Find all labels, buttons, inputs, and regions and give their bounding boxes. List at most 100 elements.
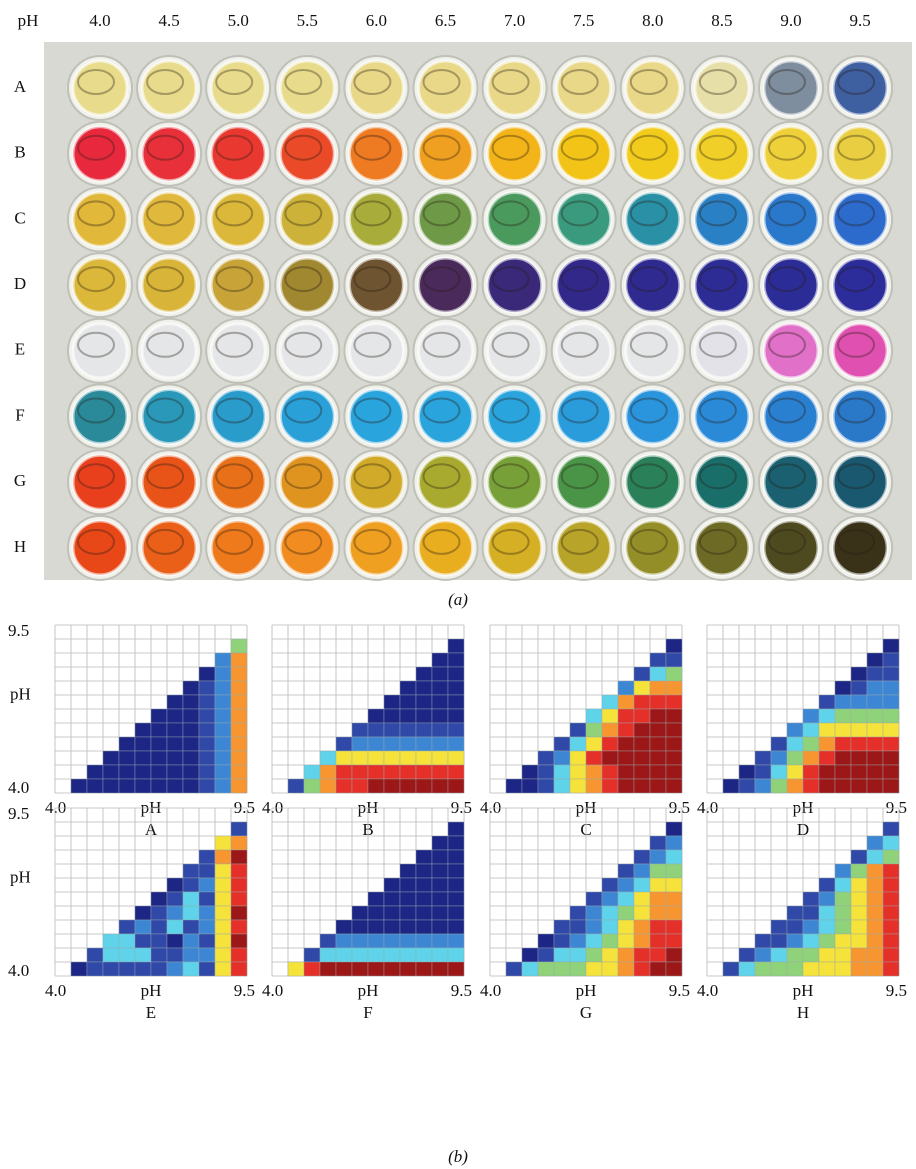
well xyxy=(209,125,267,183)
heat-cell xyxy=(447,961,465,977)
well xyxy=(140,256,198,314)
x-axis-title: pH xyxy=(576,798,597,817)
heat-cell xyxy=(818,933,836,949)
heat-cell xyxy=(866,863,884,879)
heat-cell xyxy=(230,708,248,724)
heat-cell xyxy=(521,778,539,794)
well xyxy=(762,519,820,577)
heat-cell xyxy=(866,694,884,710)
heat-cell xyxy=(738,764,756,780)
heat-cell xyxy=(850,933,868,949)
heat-cell xyxy=(166,877,184,893)
heat-cell xyxy=(770,933,788,949)
well xyxy=(693,125,751,183)
heat-cell xyxy=(866,778,884,794)
heat-cell xyxy=(351,919,369,935)
heat-cell xyxy=(383,694,401,710)
heat-cell xyxy=(601,778,619,794)
heat-cell xyxy=(214,919,232,935)
well-shadow xyxy=(284,397,323,424)
heat-cell xyxy=(367,722,385,738)
heat-cell xyxy=(230,821,248,837)
heat-cell xyxy=(431,863,449,879)
heat-cell xyxy=(754,933,772,949)
heat-cell xyxy=(198,694,216,710)
heat-cell xyxy=(754,778,772,794)
heat-cell xyxy=(102,750,120,766)
well-shadow xyxy=(146,69,185,95)
heat-cell xyxy=(415,933,433,949)
heat-cell xyxy=(166,891,184,907)
well-shadow xyxy=(77,69,115,95)
heat-cell xyxy=(866,835,884,851)
well xyxy=(71,125,129,183)
well xyxy=(278,322,336,380)
heat-cell xyxy=(303,764,321,780)
ph-column-label: 6.5 xyxy=(435,11,456,30)
heat-cell xyxy=(505,778,523,794)
heat-cell xyxy=(447,708,465,724)
ph-column-label: 4.0 xyxy=(89,11,110,30)
heat-cell xyxy=(866,708,884,724)
heat-cell xyxy=(537,947,555,963)
well xyxy=(140,453,198,511)
well-shadow xyxy=(422,397,461,424)
well xyxy=(831,453,889,511)
heat-cell xyxy=(367,961,385,977)
heat-cell xyxy=(367,708,385,724)
heat-cell xyxy=(447,722,465,738)
heat-cell xyxy=(850,905,868,921)
x-axis-low: 4.0 xyxy=(697,798,718,817)
well-shadow xyxy=(698,397,737,424)
heat-cell xyxy=(633,778,651,794)
heat-cell xyxy=(415,961,433,977)
heat-cell xyxy=(399,863,417,879)
heat-cell xyxy=(649,736,667,752)
heat-cell xyxy=(633,905,651,921)
heat-cell xyxy=(431,750,449,766)
heat-cell xyxy=(198,764,216,780)
well xyxy=(555,190,613,248)
heat-cell xyxy=(617,750,635,766)
heat-cell xyxy=(367,947,385,963)
heat-cell xyxy=(447,905,465,921)
x-axis-low: 4.0 xyxy=(262,798,283,817)
well xyxy=(347,322,405,380)
heat-cell xyxy=(335,750,353,766)
heat-cell xyxy=(166,919,184,935)
heat-cell xyxy=(166,750,184,766)
heat-cell xyxy=(415,863,433,879)
heat-cell xyxy=(230,680,248,696)
heat-cell xyxy=(214,863,232,879)
well-shadow xyxy=(837,134,876,161)
heat-cell xyxy=(818,722,836,738)
well-shadow xyxy=(146,397,185,424)
heat-cell xyxy=(182,891,200,907)
well-shadow xyxy=(77,200,115,227)
heat-cell xyxy=(882,919,900,935)
heat-cell xyxy=(367,933,385,949)
well xyxy=(624,388,682,445)
well xyxy=(486,388,544,445)
well xyxy=(831,256,889,314)
heat-cell xyxy=(601,750,619,766)
heat-cell xyxy=(665,821,683,837)
heat-cell xyxy=(303,947,321,963)
heat-cell xyxy=(134,947,152,963)
heat-cell xyxy=(585,722,603,738)
well-shadow xyxy=(77,528,115,555)
heat-cell xyxy=(649,652,667,668)
heat-cell xyxy=(198,961,216,977)
heat-cell xyxy=(198,750,216,766)
heat-cell xyxy=(633,694,651,710)
heat-cell xyxy=(569,722,587,738)
heat-cell xyxy=(802,764,820,780)
heat-cell xyxy=(230,778,248,794)
well xyxy=(831,190,889,248)
heat-cell xyxy=(431,722,449,738)
heat-cell xyxy=(134,736,152,752)
heat-cell xyxy=(802,947,820,963)
well xyxy=(140,519,198,577)
heat-cell xyxy=(383,877,401,893)
heat-cell xyxy=(415,680,433,696)
